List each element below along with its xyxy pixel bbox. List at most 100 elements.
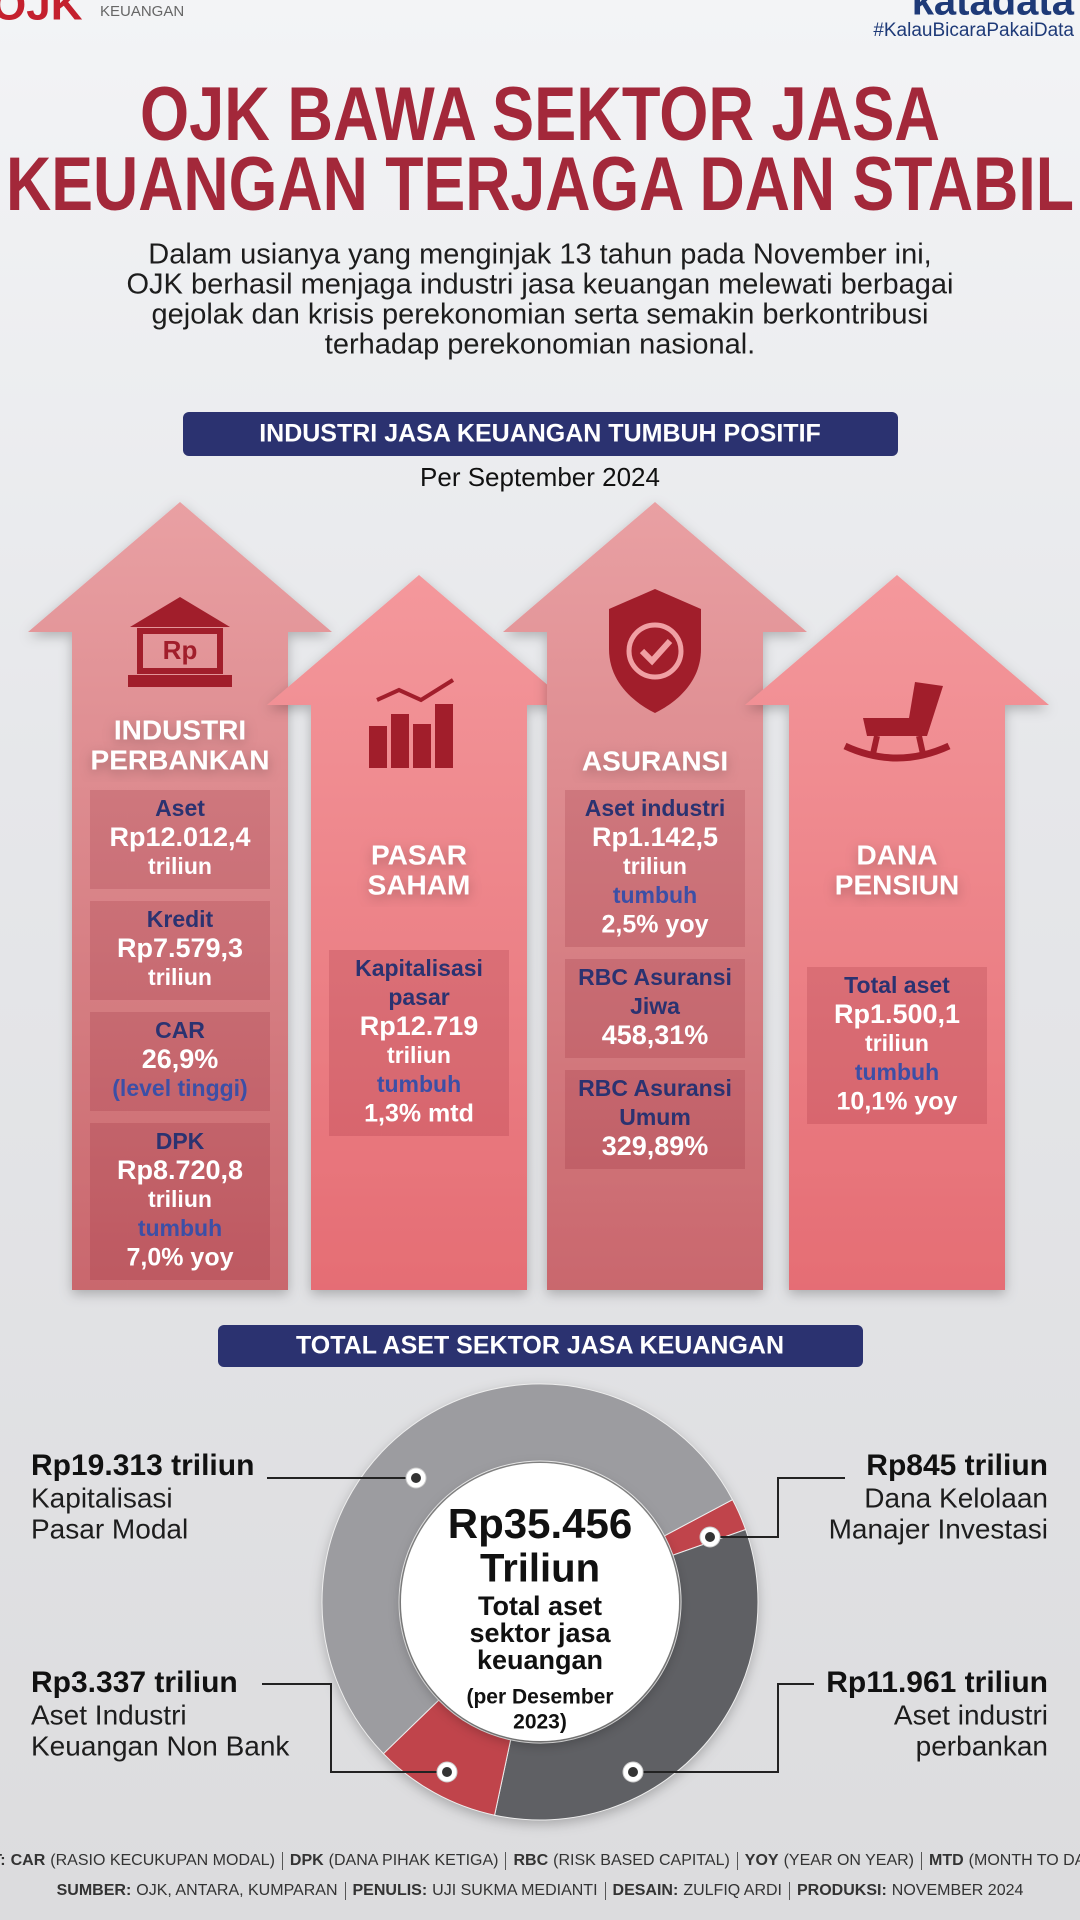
leader-dot-core xyxy=(442,1767,452,1777)
note-meaning: (YEAR ON YEAR) xyxy=(783,1852,914,1869)
donut-name: Keuangan Non Bank xyxy=(31,1730,290,1761)
title: KEUANGAN TERJAGA DAN STABIL xyxy=(6,142,1074,227)
donut-note: 2023) xyxy=(513,1711,567,1734)
stat-box xyxy=(565,1070,745,1169)
leader-dot-core xyxy=(705,1532,715,1542)
note-meaning: (DANA PIHAK KETIGA) xyxy=(328,1852,499,1869)
donut-total: Rp35.456 xyxy=(448,1500,632,1547)
icon-leg xyxy=(870,735,880,755)
hashtag: #KalauBicaraPakaiData xyxy=(873,20,1074,41)
donut-banner xyxy=(218,1325,863,1367)
section-heading: INDUSTRI JASA KEUANGAN TUMBUH POSITIF xyxy=(259,420,821,448)
stat-box xyxy=(90,1123,270,1280)
note-item: DPK (DANA PIHAK KETIGA) xyxy=(281,1852,506,1870)
credit-label: PENULIS: xyxy=(352,1882,428,1899)
stat-value: Rp12.719 xyxy=(360,1011,479,1041)
stat-unit: triliun xyxy=(387,1042,451,1068)
donut-note: (per Desember xyxy=(466,1686,613,1709)
donut-caption: Total aset xyxy=(478,1591,602,1621)
column-name: PENSIUN xyxy=(835,869,959,900)
donut-value-label: Rp845 triliun xyxy=(866,1449,1048,1482)
stat-label: RBC Asuransi xyxy=(578,964,732,990)
donut-name: Manajer Investasi xyxy=(829,1513,1048,1544)
section-banner xyxy=(183,412,898,456)
icon-text: Rp xyxy=(163,635,198,665)
icon: Rp xyxy=(128,597,232,687)
credit-label: PRODUKSI: xyxy=(797,1882,887,1899)
stat-box xyxy=(565,790,745,947)
icon-bar xyxy=(369,726,387,768)
stat-note: tumbuh xyxy=(138,1215,222,1241)
donut-center xyxy=(401,1463,679,1741)
donut-caption: sektor jasa xyxy=(469,1618,611,1648)
icon-rocker xyxy=(843,742,951,762)
donut-caption: keuangan xyxy=(477,1645,603,1675)
icon-line xyxy=(376,678,455,703)
icon-body xyxy=(137,628,223,674)
stat-label: Jiwa xyxy=(630,993,680,1019)
icon-base xyxy=(128,675,232,687)
note-abbr: MTD xyxy=(929,1852,964,1869)
icon-bar xyxy=(413,724,431,768)
icon-chair xyxy=(863,682,943,736)
stat-extra: 1,3% mtd xyxy=(364,1100,474,1128)
donut-heading: TOTAL ASET SEKTOR JASA KEUANGAN xyxy=(296,1332,784,1360)
footer: KET: CAR(RASIO KECUKUPAN MODAL) DPK(DANA P… xyxy=(0,1846,1080,1906)
column-name: PERBANKAN xyxy=(91,744,270,775)
brand: katadata xyxy=(912,0,1075,24)
leader-line xyxy=(710,1477,845,1538)
icon-bar xyxy=(391,714,409,768)
icon-check xyxy=(639,638,673,666)
leader-line xyxy=(262,1683,447,1773)
stat-label: CAR xyxy=(155,1017,205,1043)
stat-label: Aset xyxy=(155,795,205,821)
stat-box xyxy=(90,901,270,1000)
stat-label: RBC Asuransi xyxy=(578,1075,732,1101)
donut-name: Pasar Modal xyxy=(31,1513,188,1544)
column-name: SAHAM xyxy=(368,869,471,900)
icon xyxy=(609,589,701,713)
title: OJK BAWA SEKTOR JASA xyxy=(140,72,940,157)
icon-ring xyxy=(626,622,684,680)
note-meaning: (RASIO KECUKUPAN MODAL) xyxy=(50,1852,275,1869)
donut-slice xyxy=(493,1528,759,1821)
stat-note: tumbuh xyxy=(377,1071,461,1097)
stat-box xyxy=(90,790,270,889)
stat-value: Rp7.579,3 xyxy=(117,933,243,963)
stat-unit: triliun xyxy=(148,853,212,879)
stat-value: Rp12.012,4 xyxy=(109,822,250,852)
note-abbr: RBC xyxy=(513,1852,549,1869)
stat-value: Rp8.720,8 xyxy=(117,1155,243,1185)
icon-roof xyxy=(130,597,230,627)
note-item: RBC (RISK BASED CAPITAL) xyxy=(505,1852,736,1870)
stat-value: 329,89% xyxy=(602,1131,709,1161)
arrow xyxy=(28,502,332,1290)
column-name: ASURANSI xyxy=(582,745,728,776)
stat-label: Aset industri xyxy=(585,795,726,821)
note-label: KET: xyxy=(0,1852,6,1869)
credit-item: SUMBER: OJK, ANTARA, KUMPARAN xyxy=(50,1882,345,1900)
credit-label: SUMBER: xyxy=(56,1882,132,1899)
credit-item: PENULIS: UJI SUKMA MEDIANTI xyxy=(344,1882,605,1900)
notes: KET: CAR(RASIO KECUKUPAN MODAL) DPK(DANA P… xyxy=(0,1846,1080,1876)
stat-unit: triliun xyxy=(623,853,687,879)
icon-leg xyxy=(916,735,926,755)
stat-value: 26,9% xyxy=(142,1044,219,1074)
credit-value: ZULFIQ ARDI xyxy=(683,1882,782,1899)
note-meaning: (RISK BASED CAPITAL) xyxy=(553,1852,730,1869)
stat-unit: triliun xyxy=(865,1030,929,1056)
stat-box xyxy=(807,967,987,1124)
stat-note: tumbuh xyxy=(613,882,697,908)
stat-note: tumbuh xyxy=(855,1059,939,1085)
note-item: KET: CAR(RASIO KECUKUPAN MODAL) xyxy=(0,1852,282,1870)
stat-value: 458,31% xyxy=(602,1020,709,1050)
credit-value: OJK, ANTARA, KUMPARAN xyxy=(136,1882,338,1899)
note-item: YOY (YEAR ON YEAR) xyxy=(736,1852,921,1870)
donut-value-label: Rp3.337 triliun xyxy=(31,1666,238,1699)
arrow xyxy=(503,502,807,1290)
icon xyxy=(843,682,951,762)
credits: SUMBER: OJK, ANTARA, KUMPARAN PENULIS: UJI … xyxy=(0,1876,1080,1906)
icon-shield xyxy=(609,589,701,713)
intro-line: Dalam usianya yang menginjak 13 tahun pa… xyxy=(148,239,931,271)
